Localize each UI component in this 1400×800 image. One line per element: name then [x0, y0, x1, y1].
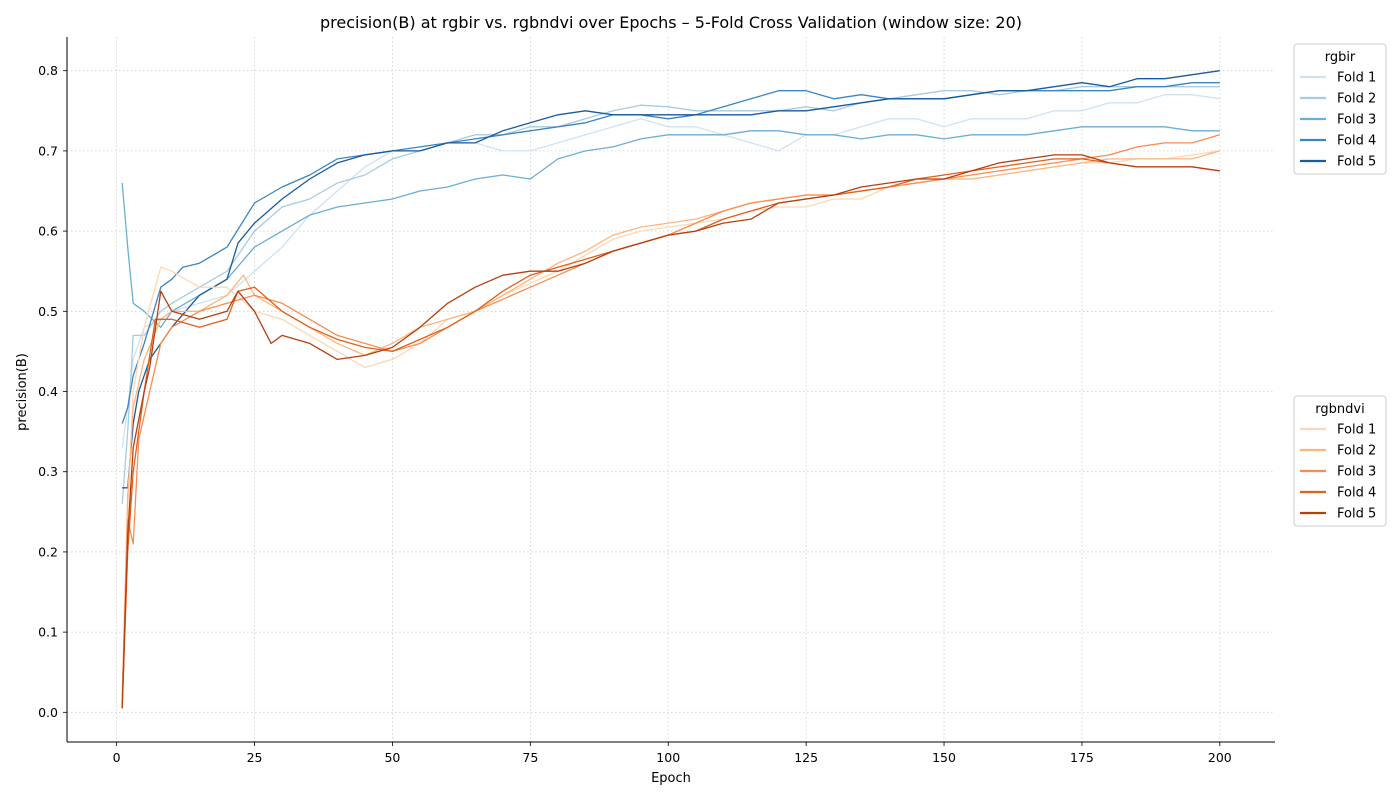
series-line-rgbir-fold-4 [121, 82, 1220, 424]
y-axis-title: precision(B) [15, 353, 30, 431]
y-axis-ticks: 0.0 0.1 0.2 0.3 0.4 0.5 0.6 0.7 0.8 [38, 63, 67, 720]
series-line-rgbir-fold-2 [121, 86, 1220, 504]
legend-label: Fold 5 [1337, 507, 1376, 522]
legend-label: Fold 4 [1337, 134, 1376, 149]
legend-label: Fold 3 [1337, 465, 1376, 480]
series-line-rgbndvi-fold-3 [121, 134, 1220, 705]
legend-label: Fold 4 [1337, 486, 1376, 501]
axes [66, 37, 1275, 743]
legend-label: Fold 2 [1337, 92, 1376, 107]
legend-label: Fold 3 [1337, 113, 1376, 128]
x-axis-title: Epoch [651, 771, 691, 786]
x-tick-label: 175 [1070, 750, 1094, 765]
legend-title: rgbir [1325, 50, 1356, 65]
x-tick-label: 125 [794, 750, 818, 765]
x-tick-label: 150 [932, 750, 956, 765]
series-line-rgbir-fold-3 [121, 126, 1220, 328]
x-tick-label: 100 [656, 750, 680, 765]
legend-rgbir: rgbir Fold 1 Fold 2 Fold 3 Fold 4 Fold 5 [1293, 43, 1387, 175]
series-line-rgbndvi-fold-5 [121, 154, 1220, 709]
y-tick-label: 0.1 [38, 625, 58, 640]
y-tick-label: 0.8 [38, 63, 58, 78]
y-tick-label: 0.2 [38, 544, 58, 559]
y-tick-label: 0.0 [38, 705, 58, 720]
legend-title: rgbndvi [1315, 402, 1364, 417]
series-lines [121, 70, 1220, 709]
y-tick-label: 0.6 [38, 224, 58, 239]
x-tick-label: 75 [522, 750, 538, 765]
x-tick-label: 0 [113, 750, 121, 765]
chart-title: precision(B) at rgbir vs. rgbndvi over E… [320, 13, 1022, 32]
x-axis-ticks: 0 25 50 75 100 125 150 175 200 [113, 742, 1232, 765]
legend-label: Fold 5 [1337, 155, 1376, 170]
x-tick-label: 25 [247, 750, 263, 765]
x-tick-label: 200 [1208, 750, 1232, 765]
series-line-rgbir-fold-5 [122, 70, 1220, 489]
legend-label: Fold 1 [1337, 423, 1376, 438]
y-tick-label: 0.7 [38, 143, 58, 158]
series-line-rgbndvi-fold-2 [121, 150, 1220, 697]
legend-label: Fold 2 [1337, 444, 1376, 459]
y-tick-label: 0.5 [38, 304, 58, 319]
legend-label: Fold 1 [1337, 71, 1376, 86]
series-line-rgbir-fold-1 [121, 94, 1220, 448]
y-tick-label: 0.3 [38, 464, 58, 479]
gridlines [67, 37, 1275, 742]
x-tick-label: 50 [384, 750, 400, 765]
y-tick-label: 0.4 [38, 384, 58, 399]
legend-rgbndvi: rgbndvi Fold 1 Fold 2 Fold 3 Fold 4 Fold 5 [1293, 395, 1387, 527]
